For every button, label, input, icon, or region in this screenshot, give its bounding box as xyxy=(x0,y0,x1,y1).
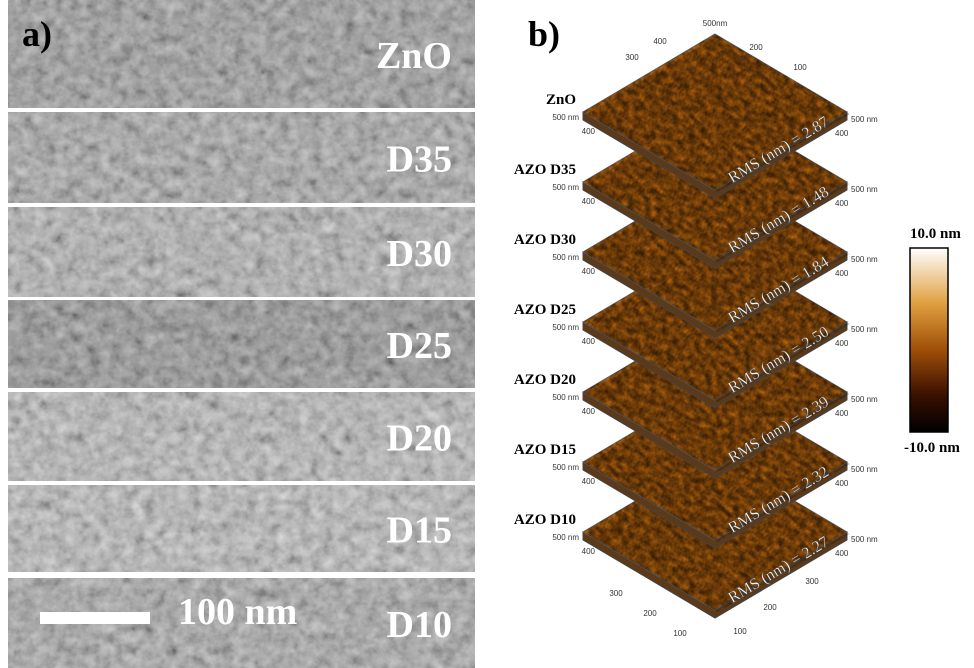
axis-tick: 300 xyxy=(805,577,819,586)
axis-tick: 500nm xyxy=(703,19,728,28)
figure: ZnOD35D30D25D20D15D10100 nm RMS (nm) = 2… xyxy=(0,0,974,668)
scale-bar xyxy=(40,612,150,624)
colorbar-min: -10.0 nm xyxy=(904,440,960,456)
axis-tick: 500 nm xyxy=(552,393,579,402)
axis-tick: 400 xyxy=(582,407,596,416)
axis-tick: 500 nm xyxy=(552,183,579,192)
axis-tick: 500 nm xyxy=(851,465,878,474)
axis-tick: 500 nm xyxy=(552,463,579,472)
strip-label: ZnO xyxy=(376,35,452,77)
axis-tick: 500 nm xyxy=(851,255,878,264)
axis-tick: 300 xyxy=(625,53,639,62)
sample-label: AZO D30 xyxy=(514,232,576,248)
sample-label: AZO D25 xyxy=(514,302,576,318)
axis-tick: 500 nm xyxy=(552,253,579,262)
axis-tick: 100 xyxy=(793,63,807,72)
strip-label: D30 xyxy=(387,233,452,275)
sample-label: AZO D35 xyxy=(514,162,576,178)
colorbar-max: 10.0 nm xyxy=(910,226,961,242)
axis-tick: 300 xyxy=(609,589,623,598)
axis-tick: 400 xyxy=(582,547,596,556)
panel-label: a) xyxy=(22,14,52,54)
sample-label: ZnO xyxy=(546,92,576,108)
axis-tick: 400 xyxy=(582,197,596,206)
axis-tick: 500 nm xyxy=(851,395,878,404)
axis-tick: 400 xyxy=(653,37,667,46)
axis-tick: 500 nm xyxy=(851,535,878,544)
strip-label: D15 xyxy=(387,510,452,552)
axis-tick: 500 nm xyxy=(851,185,878,194)
scale-label: 100 nm xyxy=(178,591,297,633)
axis-tick: 100 xyxy=(673,629,687,638)
axis-tick: 400 xyxy=(835,479,849,488)
axis-tick: 400 xyxy=(835,409,849,418)
panel-a: ZnO D35 D30 D25 D20 D15 D10 100 nm xyxy=(8,0,475,668)
strip-label: D20 xyxy=(387,418,452,460)
axis-tick: 400 xyxy=(835,129,849,138)
axis-tick: 400 xyxy=(582,127,596,136)
strip-label: D10 xyxy=(387,604,452,646)
sample-label: AZO D10 xyxy=(514,512,576,528)
axis-tick: 500 nm xyxy=(851,115,878,124)
panel-label: b) xyxy=(528,14,560,54)
axis-tick: 200 xyxy=(749,43,763,52)
axis-tick: 400 xyxy=(835,339,849,348)
axis-tick: 100 xyxy=(733,627,747,636)
colorbar xyxy=(910,248,948,432)
axis-tick: 400 xyxy=(835,549,849,558)
axis-tick: 500 nm xyxy=(552,113,579,122)
sample-label: AZO D20 xyxy=(514,372,576,388)
axis-tick: 400 xyxy=(582,267,596,276)
axis-tick: 400 xyxy=(835,269,849,278)
axis-tick: 400 xyxy=(835,199,849,208)
axis-tick: 500 nm xyxy=(552,533,579,542)
axis-tick: 400 xyxy=(582,477,596,486)
sample-label: AZO D15 xyxy=(514,442,576,458)
axis-tick: 500 nm xyxy=(552,323,579,332)
axis-tick: 200 xyxy=(763,603,777,612)
axis-tick: 200 xyxy=(643,609,657,618)
strip-label: D35 xyxy=(387,139,452,181)
strip-label: D25 xyxy=(387,325,452,367)
axis-tick: 500 nm xyxy=(851,325,878,334)
axis-tick: 400 xyxy=(582,337,596,346)
